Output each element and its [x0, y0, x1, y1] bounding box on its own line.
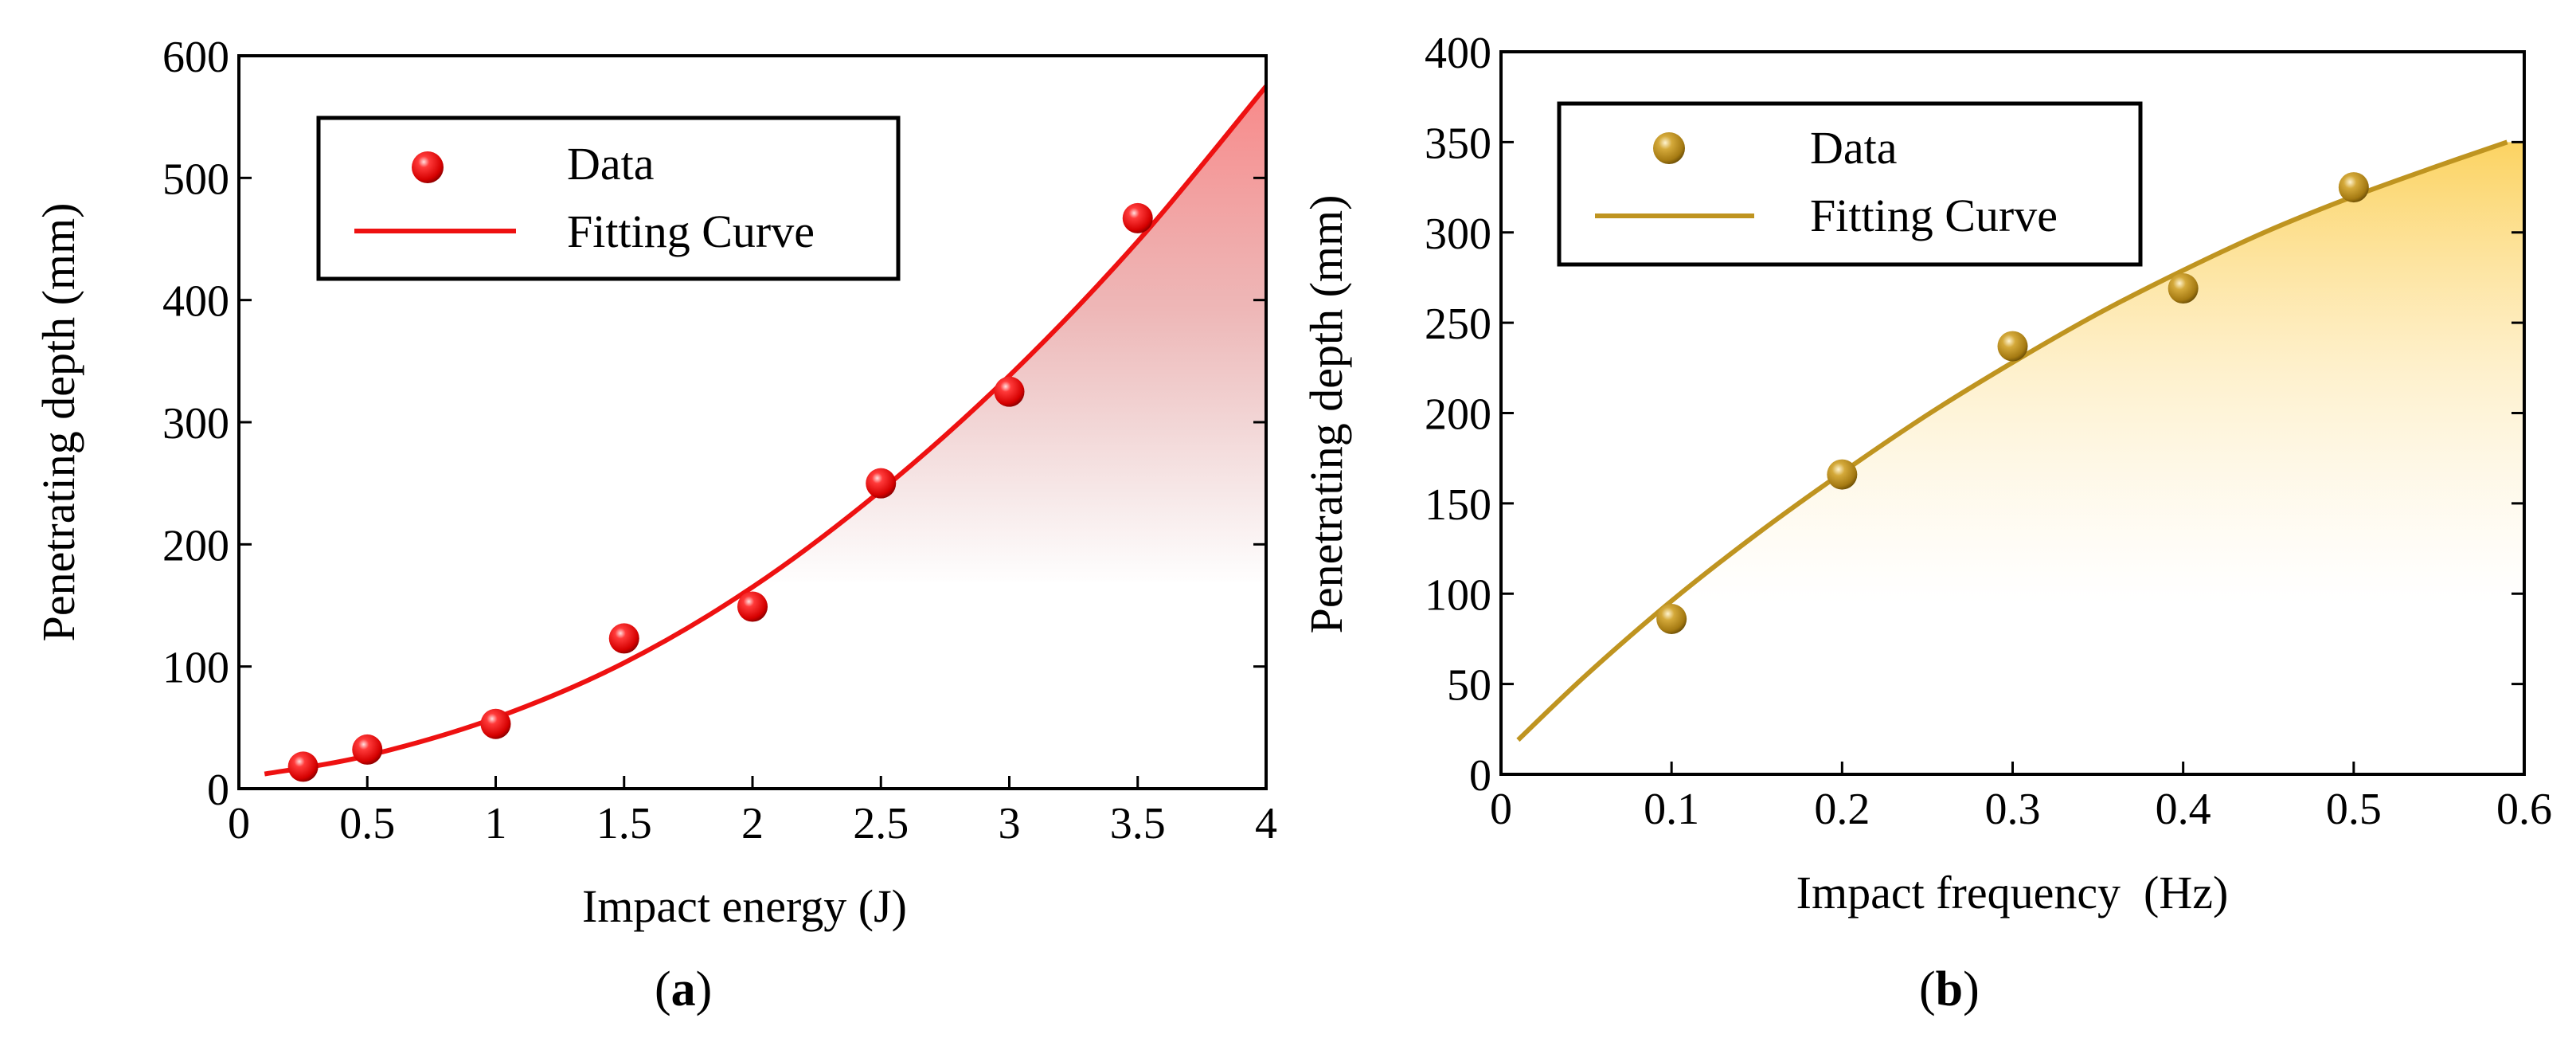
chart-b-y-tick-label: 300 [1425, 210, 1491, 259]
chart-b-x-tick-label: 0.5 [2326, 785, 2382, 834]
chart-a-x-tick-label: 2 [741, 799, 764, 848]
chart-b-legend-data-marker [1653, 132, 1685, 164]
chart-a-y-axis-title: Penetrating depth (mm) [33, 203, 84, 642]
chart-a: 0 0.5 1 1.5 2 2.5 3 3.5 4 0 100 200 300 400 500 600 Im… [33, 33, 1277, 1016]
chart-b-panel-letter: b [1936, 962, 1963, 1016]
chart-a-y-tick-label: 300 [162, 399, 229, 448]
chart-b-y-tick-label: 100 [1425, 570, 1491, 620]
chart-b-data-points [1656, 172, 2369, 634]
chart-a-data-point [480, 708, 511, 739]
chart-b-y-tick-label: 250 [1425, 300, 1491, 349]
chart-a-data-points [287, 202, 1153, 782]
chart-b-legend: Data Fitting Curve [1557, 101, 2143, 267]
chart-a-data-point [608, 623, 639, 654]
chart-a-y-tick-label: 200 [162, 521, 229, 570]
chart-a-x-tick-label: 3.5 [1110, 799, 1166, 848]
chart-b: 0 0.1 0.2 0.3 0.4 0.5 0.6 0 50 100 150 200 250 300 35… [1300, 29, 2552, 1016]
chart-a-legend-data-marker [412, 151, 444, 183]
chart-b-data-point [2338, 172, 2369, 203]
chart-b-y-axis-title: Penetrating depth (mm) [1300, 195, 1352, 634]
chart-a-x-axis-title: Impact energy (J) [582, 880, 907, 932]
chart-a-x-tick-label: 2.5 [853, 799, 909, 848]
chart-a-x-tick-label: 3 [999, 799, 1021, 848]
chart-a-area-fill [752, 86, 1266, 588]
chart-b-area-fill [1671, 142, 2524, 603]
chart-b-legend-curve-label: Fitting Curve [1810, 190, 2058, 241]
chart-b-x-tick-label: 0.6 [2496, 785, 2552, 834]
chart-b-y-tick-label: 200 [1425, 390, 1491, 440]
chart-b-data-point [2168, 273, 2199, 304]
chart-b-x-axis-title: Impact frequency (Hz) [1796, 867, 2229, 919]
chart-b-data-point [1656, 603, 1687, 634]
chart-a-x-tick-label: 1.5 [596, 799, 652, 848]
chart-a-legend-data-label: Data [567, 138, 655, 190]
chart-b-y-tick-label: 400 [1425, 29, 1491, 78]
chart-a-y-tick-label: 600 [162, 33, 229, 82]
chart-a-data-point [737, 591, 768, 622]
chart-b-x-tick-label: 0.2 [1814, 785, 1870, 834]
chart-a-legend: Data Fitting Curve [316, 116, 901, 281]
chart-a-legend-curve-label: Fitting Curve [567, 206, 815, 257]
chart-a-y-tick-label: 400 [162, 277, 229, 327]
chart-a-y-tick-label: 0 [207, 766, 229, 815]
chart-a-data-point [1122, 202, 1153, 233]
chart-b-x-tick-label: 0.4 [2156, 785, 2211, 834]
chart-b-data-point [1827, 459, 1858, 490]
chart-a-x-ticks: 0 0.5 1 1.5 2 2.5 3 3.5 4 [228, 776, 1277, 848]
chart-a-data-point [352, 734, 383, 765]
chart-b-legend-data-label: Data [1810, 122, 1898, 174]
chart-b-y-tick-label: 0 [1469, 751, 1491, 801]
chart-b-y-tick-label: 50 [1447, 661, 1491, 711]
chart-a-y-tick-label: 500 [162, 155, 229, 204]
chart-b-legend-box [1557, 101, 2143, 267]
chart-a-y-tick-label: 100 [162, 644, 229, 693]
chart-a-x-tick-label: 1 [485, 799, 507, 848]
chart-a-legend-box [316, 116, 901, 281]
chart-a-x-tick-label: 0.5 [339, 799, 395, 848]
chart-a-data-point [994, 376, 1025, 407]
chart-b-y-tick-label: 350 [1425, 119, 1491, 168]
chart-a-data-point [866, 468, 897, 499]
chart-b-x-tick-label: 0 [1490, 785, 1512, 834]
chart-b-x-tick-label: 0.1 [1644, 785, 1699, 834]
chart-a-data-point [287, 751, 319, 782]
chart-a-x-tick-label: 4 [1255, 799, 1277, 848]
chart-b-plot-frame [1499, 50, 2526, 776]
chart-b-panel-label: (b) [1919, 962, 1980, 1016]
chart-a-panel-letter: a [671, 962, 696, 1016]
chart-b-data-point [1997, 331, 2028, 362]
chart-a-x-tick-label: 0 [228, 799, 250, 848]
chart-b-x-tick-label: 0.3 [1985, 785, 2041, 834]
chart-b-y-tick-label: 150 [1425, 480, 1491, 530]
chart-b-x-ticks: 0 0.1 0.2 0.3 0.4 0.5 0.6 [1490, 762, 2552, 834]
chart-a-panel-label: (a) [655, 962, 712, 1016]
chart-a-y-ticks: 0 100 200 300 400 500 600 [162, 33, 1266, 815]
chart-a-fitting-curve [264, 84, 1268, 777]
chart-a-plot-frame [237, 54, 1268, 790]
